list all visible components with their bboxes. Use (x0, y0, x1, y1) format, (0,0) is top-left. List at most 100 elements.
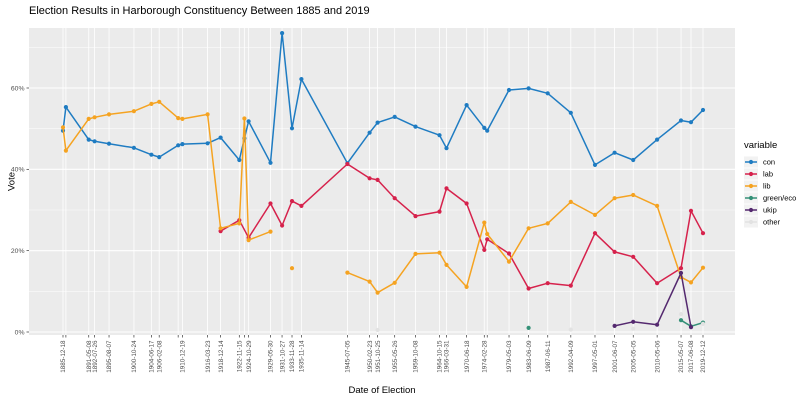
legend-item-label: green/eco (763, 194, 796, 203)
data-point (700, 107, 706, 113)
data-point (86, 137, 91, 142)
y-tick-label: 0% (15, 329, 25, 336)
data-point (612, 150, 617, 155)
data-point (205, 141, 210, 146)
data-point (375, 290, 380, 295)
data-point (180, 142, 185, 147)
data-point (688, 208, 694, 213)
data-point (485, 231, 490, 237)
data-point (631, 192, 636, 198)
x-tick-label: 2001-06-07 (612, 340, 619, 373)
data-point (568, 283, 573, 288)
x-tick-label: 1966-03-31 (444, 340, 451, 373)
x-tick-label: 1955-05-26 (392, 340, 399, 373)
x-tick-label: 1974-02-28 (481, 340, 488, 373)
data-point (482, 125, 487, 130)
data-point (568, 199, 573, 204)
x-tick-label: 1933-11-28 (289, 340, 296, 372)
axis-ticks (26, 87, 704, 338)
data-point (280, 223, 285, 228)
data-point (268, 160, 273, 165)
y-axis-title: Vote (6, 171, 18, 192)
data-point (63, 148, 68, 153)
data-point (268, 201, 273, 206)
data-point (678, 318, 684, 323)
gridlines-minor (29, 47, 735, 292)
data-point (392, 196, 397, 201)
series-ukip (612, 270, 694, 330)
plot-panel (29, 28, 735, 335)
data-point (345, 270, 350, 275)
data-point (631, 157, 636, 163)
series-line (220, 163, 704, 290)
data-point (289, 266, 295, 271)
data-point (506, 259, 512, 264)
data-point (678, 266, 684, 271)
data-point (106, 112, 112, 117)
data-point (218, 226, 223, 231)
data-point (612, 323, 617, 328)
x-tick-label: 1924-10-29 (246, 340, 253, 373)
data-point (688, 325, 694, 330)
y-tick-label: 60% (11, 85, 25, 92)
data-point (444, 262, 449, 267)
x-tick-label: 1885-12-18 (60, 340, 67, 373)
x-tick-label: 2019-12-12 (700, 340, 707, 373)
data-point (700, 321, 706, 326)
x-tick-label: 2005-05-05 (630, 340, 637, 373)
legend-key-point (748, 219, 754, 225)
x-tick-label: 1987-06-11 (545, 340, 552, 372)
series-lib (60, 99, 706, 295)
legend-item-label: lab (763, 170, 773, 179)
data-point (367, 176, 372, 181)
data-point (464, 201, 469, 206)
data-point (700, 231, 706, 236)
data-point (482, 247, 487, 252)
x-tick-label: 1970-06-18 (464, 340, 471, 373)
x-tick-label: 1945-07-05 (345, 340, 352, 373)
data-point (688, 120, 694, 125)
x-tick-label: 1900-10-24 (131, 340, 138, 373)
legend-item: con (744, 156, 775, 168)
data-point (413, 251, 418, 256)
x-tick-label: 1964-10-15 (437, 340, 444, 373)
data-point (157, 99, 162, 104)
data-point (375, 177, 380, 182)
x-tick-label: 1959-10-08 (413, 340, 420, 373)
data-point (655, 137, 660, 142)
data-point (299, 77, 304, 82)
x-tick-label: 1910-12-19 (180, 340, 187, 373)
legend-item-label: other (763, 218, 781, 227)
data-point (700, 265, 706, 270)
x-tick-label: 1935-11-14 (299, 340, 306, 372)
legend-item: lab (744, 168, 773, 180)
data-point (375, 120, 380, 125)
gridlines-y (29, 87, 735, 333)
x-tick-label: 2015-05-07 (678, 340, 685, 373)
data-point (367, 279, 372, 284)
legend-item: other (744, 216, 781, 228)
data-point (655, 322, 660, 327)
data-point (678, 118, 684, 123)
y-tick-label: 20% (11, 248, 25, 255)
data-point (392, 114, 397, 119)
data-point (437, 250, 442, 255)
data-point (526, 286, 531, 291)
data-point (268, 229, 273, 234)
legend: variable con lab lib green/eco ukip other (744, 140, 796, 228)
data-point (289, 126, 295, 131)
x-tick-label: 1891-05-08 (86, 340, 93, 373)
x-tick-label: 1997-05-01 (592, 340, 599, 373)
data-point (482, 220, 487, 225)
data-point (631, 319, 636, 324)
data-point (612, 196, 617, 201)
x-tick-label: 1916-03-23 (205, 340, 212, 373)
data-point (592, 212, 598, 217)
legend-key-point (748, 207, 754, 213)
data-point (526, 86, 531, 91)
data-point (149, 152, 154, 157)
data-point (63, 105, 68, 110)
data-point (444, 186, 449, 191)
